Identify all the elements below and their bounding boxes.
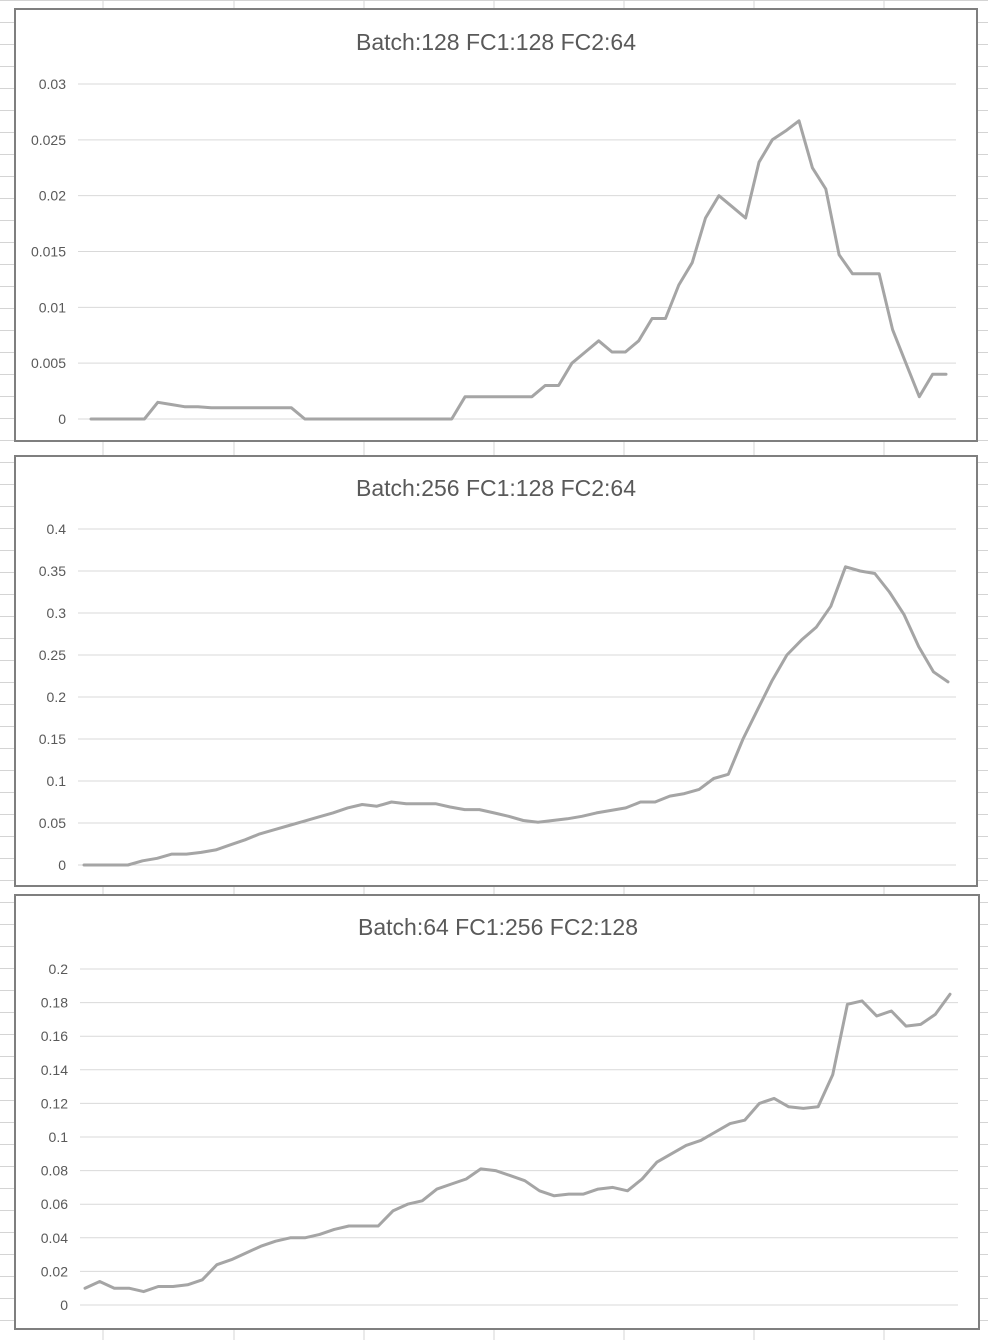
- chart-svg-3: Batch:64 FC1:256 FC2:128 0 0.02 0.04 0.06 0.…: [41, 914, 958, 1313]
- y-tick-label: 0: [60, 1297, 68, 1313]
- y-tick-label: 0.03: [39, 76, 66, 92]
- y-axis: 0 0.05 0.1 0.15 0.2 0.25 0.3 0.35 0.4: [39, 521, 956, 873]
- y-tick-label: 0.3: [47, 605, 67, 621]
- series-line: [89, 119, 948, 421]
- y-tick-label: 0.18: [41, 995, 68, 1011]
- y-tick-label: 0.25: [39, 647, 66, 663]
- y-tick-label: 0.12: [41, 1095, 68, 1111]
- y-tick-label: 0.01: [39, 299, 66, 315]
- y-tick-label: 0.025: [31, 132, 66, 148]
- y-tick-label: 0: [58, 857, 66, 873]
- y-tick-label: 0.1: [49, 1129, 69, 1145]
- y-tick-label: 0.35: [39, 563, 66, 579]
- chart-panel-2[interactable]: Batch:256 FC1:128 FC2:64 0 0.05 0.1 0.15 0.2…: [14, 455, 978, 887]
- chart-svg-2: Batch:256 FC1:128 FC2:64 0 0.05 0.1 0.15 0.2…: [39, 475, 956, 873]
- series-layer: [89, 119, 948, 421]
- y-tick-label: 0.4: [47, 521, 67, 537]
- y-axis: 0 0.02 0.04 0.06 0.08 0.1 0.12 0.14 0.16 0.18 0.2: [41, 961, 958, 1313]
- y-tick-label: 0.14: [41, 1062, 68, 1078]
- series-layer: [82, 565, 950, 867]
- y-tick-label: 0.015: [31, 244, 66, 260]
- y-tick-label: 0.06: [41, 1196, 68, 1212]
- chart-svg-1: Batch:128 FC1:128 FC2:64 0 0.005 0.01 0.015…: [31, 29, 956, 427]
- y-tick-label: 0.2: [47, 689, 67, 705]
- chart-title: Batch:256 FC1:128 FC2:64: [356, 475, 636, 501]
- y-tick-label: 0.08: [41, 1163, 68, 1179]
- chart-panel-3[interactable]: Batch:64 FC1:256 FC2:128 0 0.02 0.04 0.06 0.…: [14, 894, 980, 1330]
- y-axis: 0 0.005 0.01 0.015 0.02 0.025 0.03: [31, 76, 956, 427]
- series-line: [83, 992, 952, 1294]
- y-tick-label: 0.15: [39, 731, 66, 747]
- y-tick-label: 0.2: [49, 961, 69, 977]
- y-tick-label: 0.16: [41, 1028, 68, 1044]
- y-tick-label: 0.02: [41, 1263, 68, 1279]
- series-line: [82, 565, 950, 867]
- series-layer: [83, 992, 952, 1294]
- y-tick-label: 0: [58, 411, 66, 427]
- y-tick-label: 0.005: [31, 355, 66, 371]
- y-tick-label: 0.02: [39, 188, 66, 204]
- chart-title: Batch:128 FC1:128 FC2:64: [356, 29, 636, 55]
- y-tick-label: 0.05: [39, 815, 66, 831]
- y-tick-label: 0.04: [41, 1230, 68, 1246]
- y-tick-label: 0.1: [47, 773, 67, 789]
- chart-title: Batch:64 FC1:256 FC2:128: [358, 914, 638, 940]
- chart-panel-1[interactable]: Batch:128 FC1:128 FC2:64 0 0.005 0.01 0.015…: [14, 8, 978, 442]
